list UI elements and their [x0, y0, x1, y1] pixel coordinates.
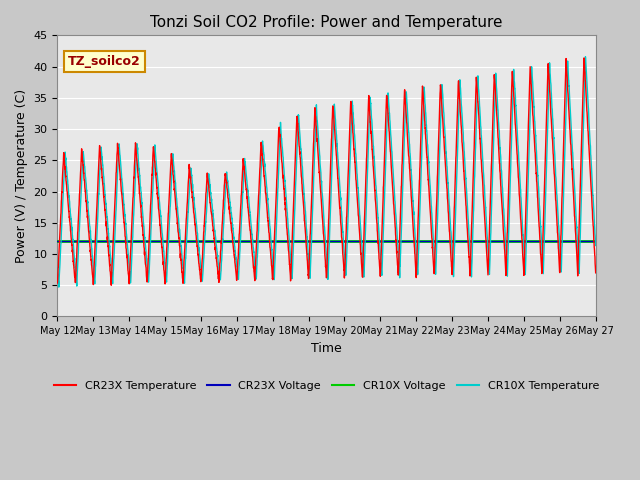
Y-axis label: Power (V) / Temperature (C): Power (V) / Temperature (C) — [15, 89, 28, 263]
Text: TZ_soilco2: TZ_soilco2 — [68, 55, 141, 68]
X-axis label: Time: Time — [311, 342, 342, 355]
Legend: CR23X Temperature, CR23X Voltage, CR10X Voltage, CR10X Temperature: CR23X Temperature, CR23X Voltage, CR10X … — [49, 376, 604, 395]
Title: Tonzi Soil CO2 Profile: Power and Temperature: Tonzi Soil CO2 Profile: Power and Temper… — [150, 15, 503, 30]
